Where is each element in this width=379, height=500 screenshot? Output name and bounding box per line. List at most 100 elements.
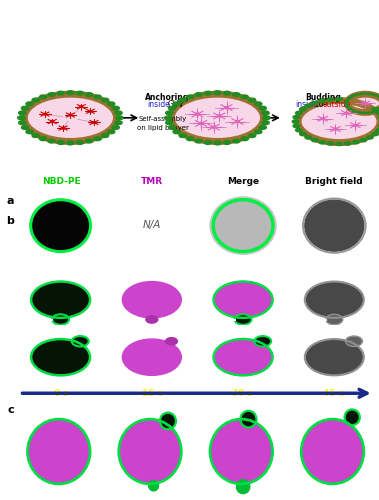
Circle shape: [67, 91, 74, 94]
Circle shape: [44, 114, 46, 115]
Circle shape: [236, 480, 250, 494]
Circle shape: [112, 126, 119, 130]
Circle shape: [374, 94, 377, 96]
Circle shape: [195, 92, 202, 96]
Circle shape: [235, 314, 251, 324]
Circle shape: [327, 142, 334, 145]
Text: inside: inside: [295, 100, 318, 110]
Circle shape: [62, 128, 64, 129]
Circle shape: [348, 97, 351, 98]
Circle shape: [336, 142, 342, 146]
Circle shape: [360, 93, 363, 94]
Circle shape: [354, 124, 357, 126]
Circle shape: [371, 94, 374, 95]
Circle shape: [115, 121, 122, 124]
Circle shape: [179, 98, 186, 102]
Circle shape: [377, 96, 379, 97]
Circle shape: [306, 340, 362, 374]
Circle shape: [149, 480, 158, 491]
Circle shape: [199, 122, 203, 124]
Circle shape: [301, 419, 364, 484]
Text: c: c: [7, 406, 14, 415]
Circle shape: [122, 339, 181, 376]
Circle shape: [173, 102, 180, 106]
Circle shape: [293, 116, 299, 119]
Circle shape: [305, 200, 364, 251]
Circle shape: [345, 104, 348, 106]
Circle shape: [364, 93, 366, 94]
Circle shape: [212, 126, 216, 128]
Circle shape: [214, 200, 273, 251]
Circle shape: [327, 315, 341, 324]
Circle shape: [210, 197, 276, 254]
Circle shape: [72, 336, 88, 346]
Circle shape: [108, 130, 115, 134]
Circle shape: [32, 134, 39, 138]
Circle shape: [334, 128, 337, 130]
Circle shape: [364, 112, 366, 114]
Circle shape: [357, 94, 359, 95]
Text: 5 μm: 5 μm: [33, 487, 48, 492]
Circle shape: [321, 118, 324, 120]
Text: 5 μm: 5 μm: [33, 320, 48, 326]
Circle shape: [196, 113, 199, 115]
Circle shape: [346, 106, 349, 108]
Circle shape: [85, 92, 93, 96]
Circle shape: [214, 91, 221, 94]
Circle shape: [223, 92, 231, 95]
Text: NBD-PE: NBD-PE: [42, 177, 81, 186]
Text: 5 μm: 5 μm: [306, 487, 321, 492]
Circle shape: [101, 134, 109, 138]
Text: TMR: TMR: [141, 177, 163, 186]
Circle shape: [94, 95, 101, 99]
Circle shape: [353, 110, 356, 112]
Circle shape: [345, 102, 348, 104]
Circle shape: [214, 339, 273, 376]
Circle shape: [344, 142, 351, 145]
Circle shape: [57, 92, 64, 95]
Circle shape: [19, 111, 26, 115]
Text: 5 μm: 5 μm: [306, 320, 321, 326]
Circle shape: [357, 112, 359, 113]
Circle shape: [214, 282, 273, 318]
Circle shape: [169, 106, 176, 110]
Circle shape: [259, 126, 266, 130]
Text: 5 μm: 5 μm: [124, 487, 139, 492]
Circle shape: [210, 419, 273, 484]
Circle shape: [346, 99, 349, 100]
Circle shape: [169, 126, 176, 130]
Text: 5 μm: 5 μm: [306, 378, 321, 383]
Text: 5 μm: 5 μm: [306, 261, 321, 266]
Circle shape: [376, 112, 379, 114]
Circle shape: [296, 112, 302, 114]
Circle shape: [299, 108, 306, 111]
Circle shape: [241, 137, 248, 140]
Circle shape: [112, 106, 119, 110]
Circle shape: [376, 128, 379, 132]
Circle shape: [372, 108, 379, 111]
Circle shape: [92, 122, 96, 123]
Circle shape: [255, 130, 262, 134]
Circle shape: [319, 99, 326, 102]
Circle shape: [248, 98, 256, 102]
Circle shape: [296, 128, 302, 132]
Circle shape: [166, 111, 173, 115]
Text: -to-: -to-: [313, 100, 327, 110]
Circle shape: [360, 138, 366, 142]
Circle shape: [345, 112, 348, 114]
Text: 5 μm: 5 μm: [124, 378, 139, 383]
Circle shape: [223, 140, 231, 144]
Text: N/A: N/A: [143, 220, 161, 230]
Circle shape: [28, 419, 90, 484]
Circle shape: [349, 95, 379, 112]
Circle shape: [146, 316, 158, 323]
Text: 15 s: 15 s: [142, 389, 163, 398]
Text: 5 μm: 5 μm: [215, 261, 230, 266]
Circle shape: [312, 102, 318, 104]
Circle shape: [165, 116, 172, 119]
Circle shape: [174, 96, 261, 140]
Circle shape: [27, 96, 114, 140]
Circle shape: [360, 112, 363, 114]
Circle shape: [224, 106, 229, 108]
Text: 5 μm: 5 μm: [33, 378, 48, 383]
